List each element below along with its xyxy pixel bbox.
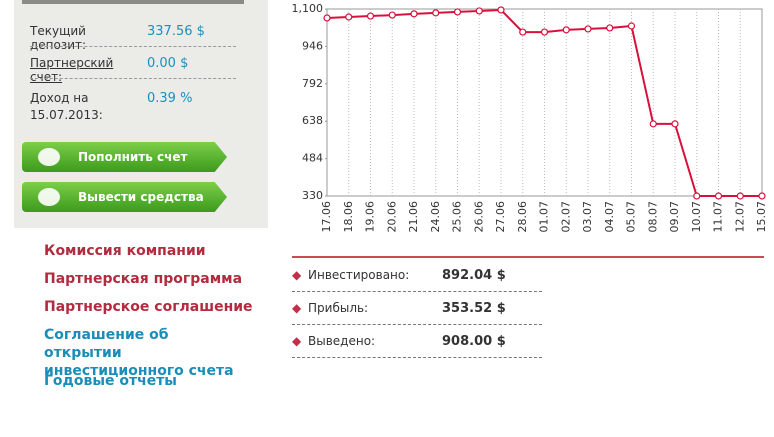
button-label: Вывести средства (78, 190, 204, 204)
withdraw-button[interactable]: Вывести средства (22, 182, 227, 212)
nav-link[interactable]: Годовые отчеты (44, 373, 177, 389)
point (432, 9, 440, 17)
nav-link[interactable]: Комиссия компании (44, 243, 206, 259)
x-tick-label: 15.07 (755, 201, 768, 233)
row-value: 337.56 $ (147, 24, 205, 39)
income-row: Доход на 15.07.2013: 0.39 % (30, 90, 236, 124)
point (323, 14, 331, 22)
point (736, 192, 744, 200)
divider (292, 324, 542, 325)
row-label: Доход на 15.07.2013: (30, 91, 103, 122)
point (606, 24, 614, 32)
nav-link[interactable]: Партнерская программа (44, 271, 243, 287)
point (627, 22, 636, 30)
separator (292, 256, 764, 258)
x-tick-label: 20.06 (385, 201, 398, 233)
deposit-row: Текущий депозит: 337.56 $ (30, 24, 236, 52)
x-tick-label: 04.07 (603, 201, 616, 233)
row-value: 0.00 $ (147, 56, 189, 71)
nav-link[interactable]: Соглашение об открытии инвестиционного с… (44, 327, 234, 379)
divider (292, 357, 542, 358)
point (453, 8, 462, 16)
stat-value: 892.04 $ (442, 268, 506, 283)
x-tick-label: 21.06 (407, 201, 420, 233)
point (584, 25, 592, 33)
x-tick-label: 19.06 (364, 201, 377, 233)
stat-label: Инвестировано: (308, 268, 410, 282)
deposit-button[interactable]: Пополнить счет (22, 142, 227, 172)
row-value: 0.39 % (147, 91, 193, 106)
x-tick-label: 10.07 (690, 201, 703, 233)
x-tick-label: 26.06 (472, 201, 485, 233)
point (714, 192, 723, 200)
chart: 330 484 638 792 946 1,100 17.06 18.06 19.06 20.06… (292, 2, 769, 233)
stat-label: Выведено: (308, 334, 376, 348)
x-tick-label: 28.06 (516, 201, 529, 233)
x-tick-label: 05.07 (625, 201, 638, 233)
x-tick-label: 03.07 (581, 201, 594, 233)
point (388, 11, 396, 19)
stat-value: 353.52 $ (442, 301, 506, 316)
point (366, 12, 375, 20)
icon (38, 148, 60, 166)
divider (292, 291, 542, 292)
button-label: Пополнить счет (78, 150, 188, 164)
partner-row: Партнерский счет: 0.00 $ (30, 56, 236, 84)
divider (30, 46, 236, 47)
x-tick-label: 24.06 (429, 201, 442, 233)
divider (30, 78, 236, 79)
point (693, 192, 701, 200)
x-tick-label: 25.06 (451, 201, 464, 233)
y-tick-label: 484 (302, 152, 323, 165)
y-tick-label: 638 (302, 114, 323, 127)
y-tick-label: 792 (302, 77, 323, 90)
point (562, 26, 570, 34)
point (671, 120, 679, 128)
point (540, 28, 549, 36)
y-tick-label: 1,100 (292, 2, 324, 15)
point (497, 6, 505, 14)
stat-value: 908.00 $ (442, 334, 506, 349)
point (475, 7, 483, 15)
point (345, 13, 353, 21)
x-tick-label: 17.06 (320, 201, 333, 233)
icon (38, 188, 60, 206)
stat-label: Прибыль: (308, 301, 369, 315)
row-label: Текущий депозит: (30, 24, 87, 52)
point (649, 120, 657, 128)
point (519, 28, 527, 36)
point (410, 10, 418, 18)
x-tick-label: 02.07 (559, 201, 572, 233)
x-tick-label: 08.07 (646, 201, 659, 233)
row-label[interactable]: Партнерский счет: (30, 56, 114, 84)
x-tick-label: 18.06 (342, 201, 355, 233)
x-tick-label: 09.07 (668, 201, 681, 233)
point (758, 192, 766, 200)
x-tick-label: 01.07 (538, 201, 551, 233)
y-tick-label: 946 (302, 39, 323, 52)
x-tick-label: 12.07 (733, 201, 746, 233)
y-tick-label: 330 (302, 189, 323, 202)
x-tick-label: 11.07 (712, 201, 725, 233)
nav-link[interactable]: Партнерское соглашение (44, 299, 253, 315)
panel-top (22, 0, 244, 4)
x-tick-label: 27.06 (494, 201, 507, 233)
